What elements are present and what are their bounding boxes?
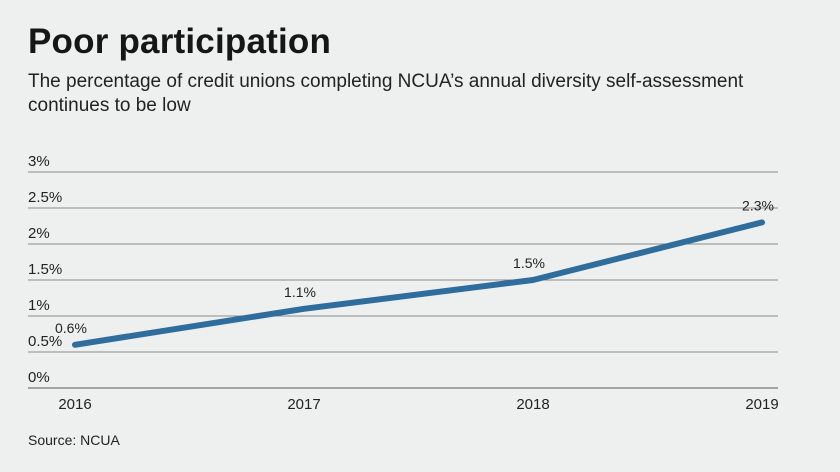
data-label: 2.3% — [742, 197, 774, 213]
data-labels: 0.6% 1.1% 1.5% 2.3% — [55, 197, 774, 335]
y-axis-tick-labels: 0% 0.5% 1% 1.5% 2% 2.5% 3% — [28, 153, 62, 386]
data-label: 0.6% — [55, 320, 87, 336]
gridlines — [28, 171, 778, 389]
y-tick-label: 0.5% — [28, 333, 62, 350]
chart-title: Poor participation — [28, 22, 332, 61]
series-line — [72, 219, 765, 348]
data-label: 1.1% — [284, 284, 316, 300]
x-tick-label: 2018 — [516, 396, 549, 413]
y-tick-label: 3% — [28, 153, 50, 170]
x-tick-label: 2017 — [287, 396, 320, 413]
y-tick-label: 0% — [28, 369, 50, 386]
x-axis-tick-labels: 2016 2017 2018 2019 — [58, 396, 778, 413]
x-tick-label: 2016 — [58, 396, 91, 413]
y-tick-label: 2% — [28, 225, 50, 242]
y-tick-label: 1.5% — [28, 261, 62, 278]
x-tick-label: 2019 — [745, 396, 778, 413]
y-tick-label: 2.5% — [28, 189, 62, 206]
data-label: 1.5% — [513, 255, 545, 271]
chart-subtitle: The percentage of credit unions completi… — [28, 71, 744, 116]
y-tick-label: 1% — [28, 297, 50, 314]
source-note: Source: NCUA — [28, 432, 120, 448]
